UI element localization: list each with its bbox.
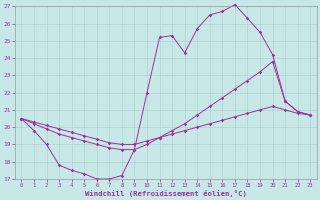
X-axis label: Windchill (Refroidissement éolien,°C): Windchill (Refroidissement éolien,°C) [85, 190, 247, 197]
